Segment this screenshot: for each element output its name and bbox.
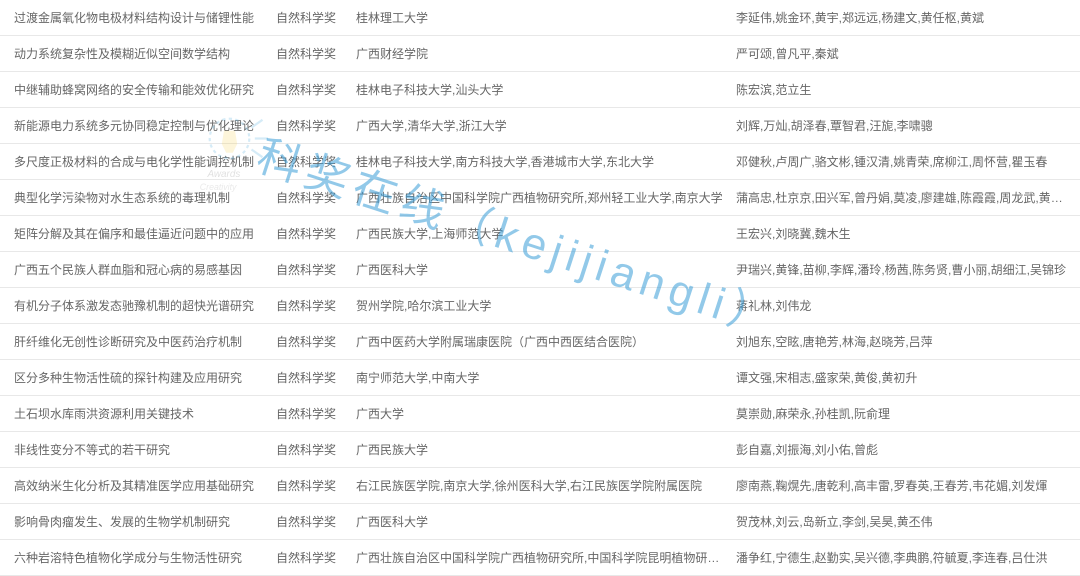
table-row: 矩阵分解及其在偏序和最佳逼近问题中的应用自然科学奖广西民族大学,上海师范大学王宏…: [0, 216, 1080, 252]
institution: 广西中医药大学附属瑞康医院（广西中西医结合医院）: [350, 324, 730, 359]
table-row: 多尺度正极材料的合成与电化学性能调控机制自然科学奖桂林电子科技大学,南方科技大学…: [0, 144, 1080, 180]
project-title: 广西五个民族人群血脂和冠心病的易感基因: [0, 252, 270, 287]
institution: 桂林电子科技大学,汕头大学: [350, 72, 730, 107]
project-title: 多尺度正极材料的合成与电化学性能调控机制: [0, 144, 270, 179]
table-row: 高效纳米生化分析及其精准医学应用基础研究自然科学奖右江民族医学院,南京大学,徐州…: [0, 468, 1080, 504]
project-title: 矩阵分解及其在偏序和最佳逼近问题中的应用: [0, 216, 270, 251]
contributors: 彭自嘉,刘振海,刘小佑,曾彪: [730, 432, 1080, 467]
table-row: 区分多种生物活性硫的探针构建及应用研究自然科学奖南宁师范大学,中南大学谭文强,宋…: [0, 360, 1080, 396]
project-title: 中继辅助蜂窝网络的安全传输和能效优化研究: [0, 72, 270, 107]
table-row: 过渡金属氧化物电极材料结构设计与储锂性能自然科学奖桂林理工大学李延伟,姚金环,黄…: [0, 0, 1080, 36]
award-type: 自然科学奖: [270, 504, 350, 539]
contributors: 尹瑞兴,黄锋,苗柳,李辉,潘玲,杨茜,陈务贤,曹小丽,胡细江,吴锦珍: [730, 252, 1080, 287]
award-type: 自然科学奖: [270, 396, 350, 431]
contributors: 王宏兴,刘晓冀,魏木生: [730, 216, 1080, 251]
table-row: 非线性变分不等式的若干研究自然科学奖广西民族大学彭自嘉,刘振海,刘小佑,曾彪: [0, 432, 1080, 468]
contributors: 廖南燕,鞠熀先,唐乾利,高丰雷,罗春英,王春芳,韦花媚,刘发煇: [730, 468, 1080, 503]
institution: 桂林电子科技大学,南方科技大学,香港城市大学,东北大学: [350, 144, 730, 179]
table-row: 典型化学污染物对水生态系统的毒理机制自然科学奖广西壮族自治区中国科学院广西植物研…: [0, 180, 1080, 216]
award-type: 自然科学奖: [270, 180, 350, 215]
institution: 广西壮族自治区中国科学院广西植物研究所,中国科学院昆明植物研究所: [350, 540, 730, 575]
contributors: 邓健秋,卢周广,骆文彬,锺汉清,姚青荣,席柳江,周怀营,瞿玉春: [730, 144, 1080, 179]
award-type: 自然科学奖: [270, 540, 350, 575]
project-title: 典型化学污染物对水生态系统的毒理机制: [0, 180, 270, 215]
institution: 广西民族大学: [350, 432, 730, 467]
award-type: 自然科学奖: [270, 72, 350, 107]
awards-table: 过渡金属氧化物电极材料结构设计与储锂性能自然科学奖桂林理工大学李延伟,姚金环,黄…: [0, 0, 1080, 576]
institution: 广西壮族自治区中国科学院广西植物研究所,郑州轻工业大学,南京大学: [350, 180, 730, 215]
institution: 右江民族医学院,南京大学,徐州医科大学,右江民族医学院附属医院: [350, 468, 730, 503]
project-title: 区分多种生物活性硫的探针构建及应用研究: [0, 360, 270, 395]
institution: 广西财经学院: [350, 36, 730, 71]
project-title: 土石坝水库雨洪资源利用关键技术: [0, 396, 270, 431]
award-type: 自然科学奖: [270, 108, 350, 143]
institution: 广西民族大学,上海师范大学: [350, 216, 730, 251]
award-type: 自然科学奖: [270, 360, 350, 395]
award-type: 自然科学奖: [270, 144, 350, 179]
table-row: 新能源电力系统多元协同稳定控制与优化理论自然科学奖广西大学,清华大学,浙江大学刘…: [0, 108, 1080, 144]
contributors: 谭文强,宋相志,盛家荣,黄俊,黄初升: [730, 360, 1080, 395]
project-title: 动力系统复杂性及模糊近似空间数学结构: [0, 36, 270, 71]
table-row: 有机分子体系激发态驰豫机制的超快光谱研究自然科学奖贺州学院,哈尔滨工业大学蒋礼林…: [0, 288, 1080, 324]
contributors: 李延伟,姚金环,黄宇,郑远远,杨建文,黄任枢,黄斌: [730, 0, 1080, 35]
table-row: 广西五个民族人群血脂和冠心病的易感基因自然科学奖广西医科大学尹瑞兴,黄锋,苗柳,…: [0, 252, 1080, 288]
contributors: 蒲高忠,杜京京,田兴军,曾丹娟,莫凌,廖建雄,陈霞霞,周龙武,黄科朝: [730, 180, 1080, 215]
contributors: 刘旭东,空眩,唐艳芳,林海,赵晓芳,吕萍: [730, 324, 1080, 359]
institution: 广西大学: [350, 396, 730, 431]
institution: 广西大学,清华大学,浙江大学: [350, 108, 730, 143]
institution: 南宁师范大学,中南大学: [350, 360, 730, 395]
contributors: 潘争红,宁德生,赵勤实,吴兴德,李典鹏,符毓夏,李连春,吕仕洪: [730, 540, 1080, 575]
award-type: 自然科学奖: [270, 432, 350, 467]
institution: 桂林理工大学: [350, 0, 730, 35]
contributors: 蒋礼林,刘伟龙: [730, 288, 1080, 323]
institution: 广西医科大学: [350, 252, 730, 287]
project-title: 肝纤维化无创性诊断研究及中医药治疗机制: [0, 324, 270, 359]
project-title: 有机分子体系激发态驰豫机制的超快光谱研究: [0, 288, 270, 323]
award-type: 自然科学奖: [270, 468, 350, 503]
award-type: 自然科学奖: [270, 216, 350, 251]
award-type: 自然科学奖: [270, 252, 350, 287]
award-type: 自然科学奖: [270, 288, 350, 323]
institution: 广西医科大学: [350, 504, 730, 539]
project-title: 过渡金属氧化物电极材料结构设计与储锂性能: [0, 0, 270, 35]
table-row: 中继辅助蜂窝网络的安全传输和能效优化研究自然科学奖桂林电子科技大学,汕头大学陈宏…: [0, 72, 1080, 108]
award-type: 自然科学奖: [270, 36, 350, 71]
contributors: 莫崇勋,麻荣永,孙桂凯,阮俞理: [730, 396, 1080, 431]
award-type: 自然科学奖: [270, 0, 350, 35]
project-title: 影响骨肉瘤发生、发展的生物学机制研究: [0, 504, 270, 539]
contributors: 贺茂林,刘云,岛新立,李剑,吴昊,黄丕伟: [730, 504, 1080, 539]
project-title: 六种岩溶特色植物化学成分与生物活性研究: [0, 540, 270, 575]
contributors: 刘辉,万灿,胡泽春,覃智君,汪旎,李啸骢: [730, 108, 1080, 143]
award-type: 自然科学奖: [270, 324, 350, 359]
project-title: 非线性变分不等式的若干研究: [0, 432, 270, 467]
contributors: 严可颂,曾凡平,秦斌: [730, 36, 1080, 71]
project-title: 高效纳米生化分析及其精准医学应用基础研究: [0, 468, 270, 503]
contributors: 陈宏滨,范立生: [730, 72, 1080, 107]
project-title: 新能源电力系统多元协同稳定控制与优化理论: [0, 108, 270, 143]
table-row: 肝纤维化无创性诊断研究及中医药治疗机制自然科学奖广西中医药大学附属瑞康医院（广西…: [0, 324, 1080, 360]
table-row: 土石坝水库雨洪资源利用关键技术自然科学奖广西大学莫崇勋,麻荣永,孙桂凯,阮俞理: [0, 396, 1080, 432]
institution: 贺州学院,哈尔滨工业大学: [350, 288, 730, 323]
table-row: 动力系统复杂性及模糊近似空间数学结构自然科学奖广西财经学院严可颂,曾凡平,秦斌: [0, 36, 1080, 72]
table-row: 影响骨肉瘤发生、发展的生物学机制研究自然科学奖广西医科大学贺茂林,刘云,岛新立,…: [0, 504, 1080, 540]
